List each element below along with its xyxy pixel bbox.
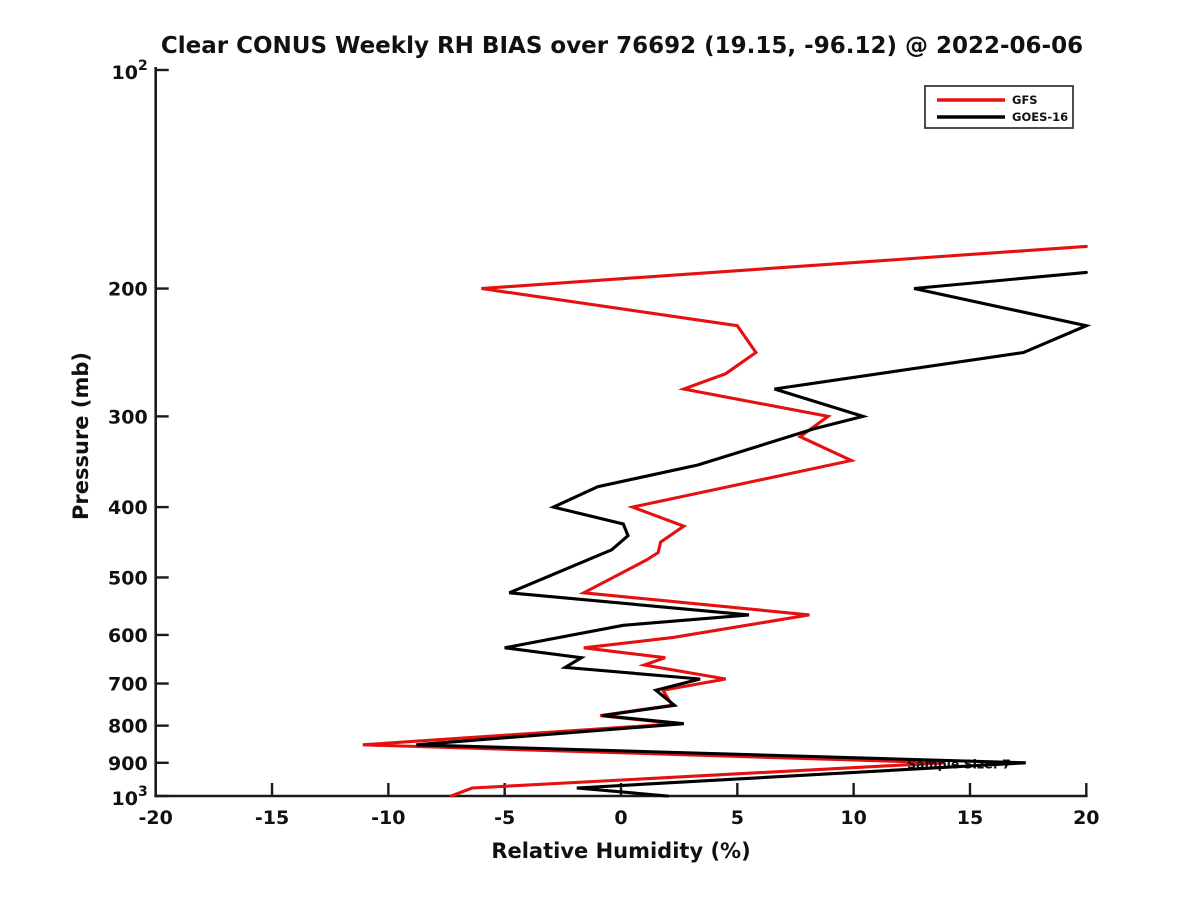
x-tick-label: 20 <box>1073 807 1099 829</box>
x-tick-label: -20 <box>139 807 173 829</box>
x-axis-label: Relative Humidity (%) <box>491 839 750 863</box>
legend-label-gfs: GFS <box>1012 93 1038 107</box>
axes <box>154 67 1088 798</box>
x-tick-label: 0 <box>614 807 627 829</box>
plot-lines: Sample Size: 7 <box>362 244 1092 798</box>
legend-label-goes16: GOES-16 <box>1012 110 1068 124</box>
y-tick-label: 102 <box>111 58 147 84</box>
x-tick-label: 10 <box>840 807 866 829</box>
y-tick-label: 800 <box>108 716 148 738</box>
y-tick-label: 600 <box>108 625 148 647</box>
legend-box <box>924 85 1074 129</box>
y-tick-label: 900 <box>108 753 148 775</box>
x-tick-label: 5 <box>731 807 744 829</box>
x-tick-label: -5 <box>494 807 515 829</box>
y-tick-label: 700 <box>108 674 148 696</box>
y-tick-label: 400 <box>108 497 148 519</box>
x-tick-label: -15 <box>255 807 289 829</box>
legend: GFS GOES-16 <box>924 85 1074 129</box>
y-tick-label: 200 <box>108 279 148 301</box>
chart-title: Clear CONUS Weekly RH BIAS over 76692 (1… <box>161 33 1083 59</box>
gfs-line <box>362 244 1088 798</box>
y-axis-label: Pressure (mb) <box>69 352 93 520</box>
tick-labels: -20 -15 -10 -5 0 5 10 15 20 102 200 300 400 500 600 700… <box>108 58 1099 829</box>
x-tick-label: 15 <box>957 807 983 829</box>
goes-16-line <box>416 270 1092 798</box>
x-tick-label: -10 <box>371 807 405 829</box>
y-tick-label: 500 <box>108 567 148 589</box>
y-tick-label: 300 <box>108 406 148 428</box>
y-tick-label: 103 <box>111 784 147 810</box>
